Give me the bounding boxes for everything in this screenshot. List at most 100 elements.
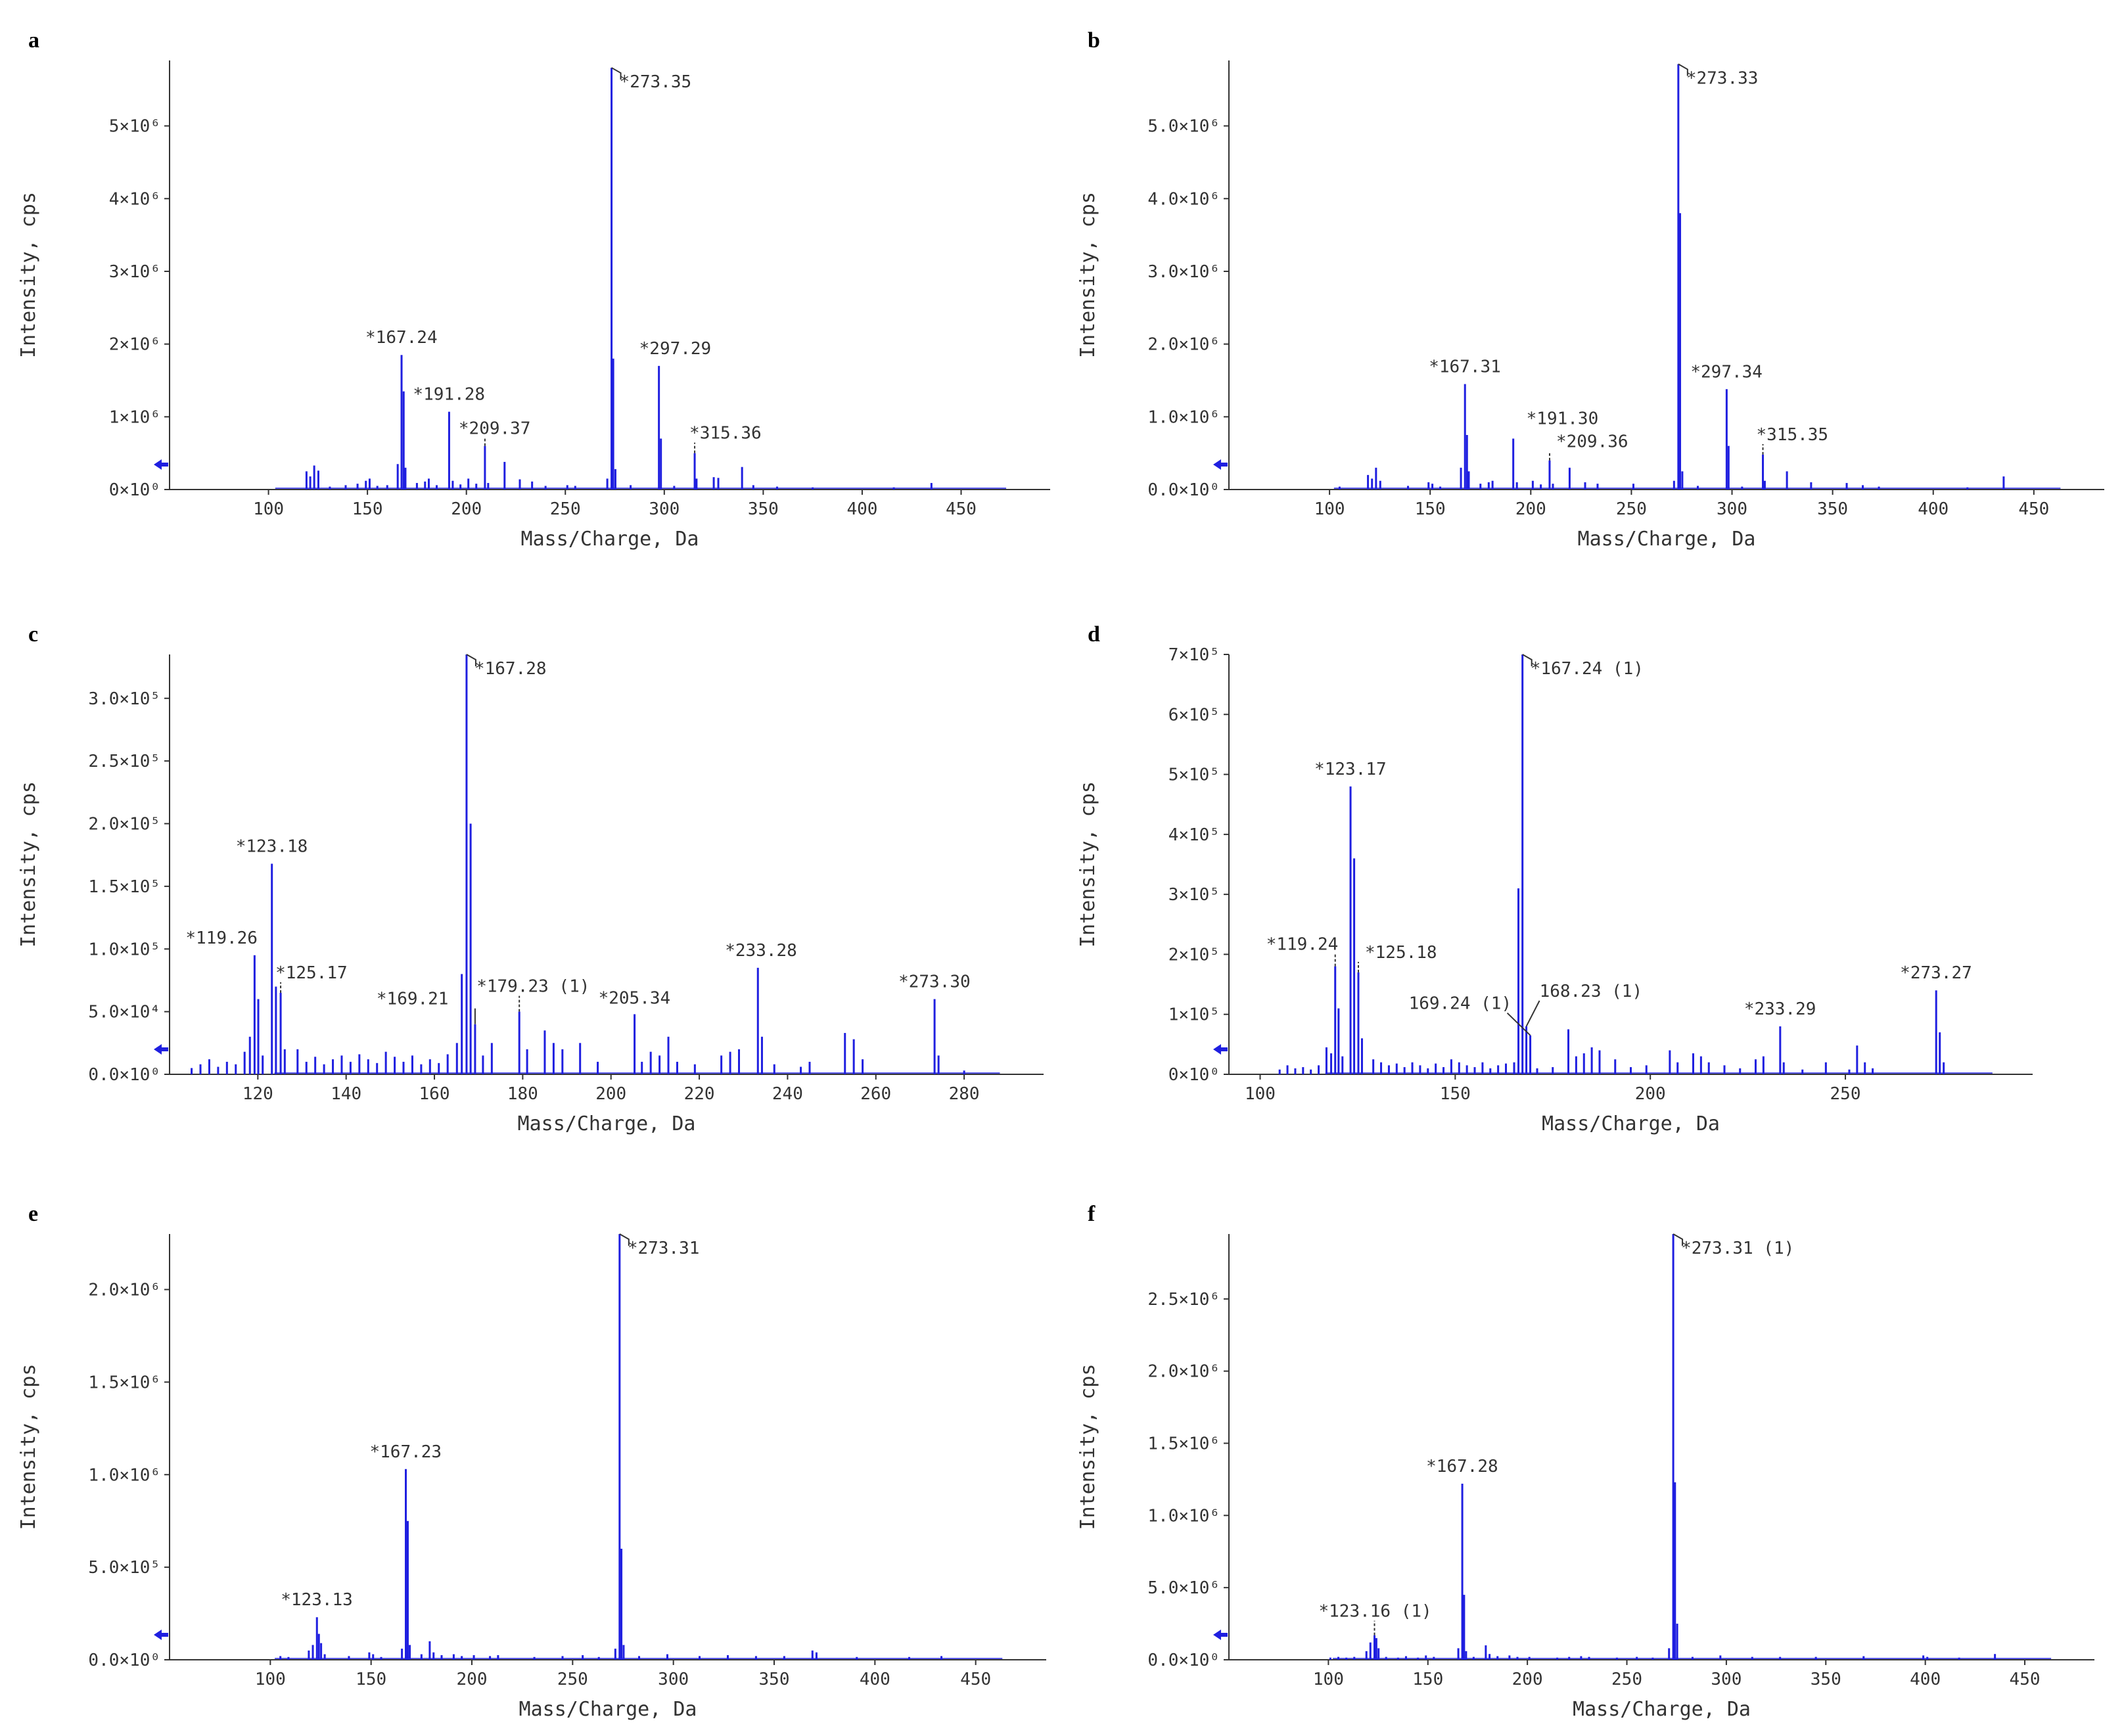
x-tick-label: 350 xyxy=(1817,499,1848,519)
x-tick-label: 200 xyxy=(457,1670,488,1689)
baseline-arrow-icon xyxy=(1213,459,1228,470)
x-tick-label: 450 xyxy=(946,499,977,519)
peak-label: *273.31 xyxy=(628,1239,700,1258)
baseline-arrow-icon xyxy=(154,459,168,470)
y-axis-label: Intensity, cps xyxy=(1076,1364,1099,1530)
panel-c: c 120 140 160 180 200 220 240 260 280 0.0×10⁰ 5.0×1… xyxy=(17,622,1044,1135)
x-tick-label: 100 xyxy=(253,499,284,519)
y-tick-label: 0.0×10⁰ xyxy=(1147,480,1220,500)
x-axis-label: Mass/Charge, Da xyxy=(521,528,699,551)
x-tick-label: 100 xyxy=(1313,1670,1344,1689)
peak-label: *273.35 xyxy=(620,72,692,92)
y-tick-label: 1.0×10⁶ xyxy=(1147,1506,1220,1526)
y-tick-label: 0.0×10⁰ xyxy=(88,1651,160,1670)
x-axis-label: Mass/Charge, Da xyxy=(519,1698,697,1721)
y-axis-label: Intensity, cps xyxy=(1076,192,1099,358)
y-tick-label: 0.0×10⁰ xyxy=(1147,1651,1220,1670)
x-tick-label: 400 xyxy=(1910,1670,1941,1689)
baseline-arrow-icon xyxy=(154,1044,168,1055)
y-tick-label: 1.0×10⁶ xyxy=(88,1465,160,1485)
peak-series xyxy=(275,68,1006,490)
peak-label: *169.21 xyxy=(377,990,449,1009)
x-tick-label: 150 xyxy=(352,499,383,519)
peak-label: *191.28 xyxy=(413,385,485,405)
x-tick-label: 400 xyxy=(846,499,877,519)
x-tick-label: 100 xyxy=(255,1670,286,1689)
y-tick-label: 6×10⁵ xyxy=(1168,705,1220,725)
peak-label: *125.18 xyxy=(1365,943,1437,963)
y-axis-label: Intensity, cps xyxy=(17,1364,40,1530)
peak-label: 168.23 (1) xyxy=(1540,982,1643,1001)
peak-label: *119.24 xyxy=(1266,935,1339,955)
x-tick-label: 220 xyxy=(684,1084,715,1104)
y-axis-label: Intensity, cps xyxy=(17,192,40,358)
panel-b: b 100 150 200 250 300 350 400 450 0.0×10⁰ 1.0×10⁶ 2… xyxy=(1076,28,2104,551)
peak-label: *297.34 xyxy=(1690,362,1763,382)
y-tick-label: 4×10⁵ xyxy=(1168,825,1220,845)
panel-letter: e xyxy=(28,1202,38,1226)
x-tick-label: 250 xyxy=(557,1670,588,1689)
y-tick-label: 3×10⁶ xyxy=(109,262,160,282)
peak-series xyxy=(1333,64,2061,490)
y-tick-label: 5.0×10⁵ xyxy=(88,1558,160,1578)
y-tick-label: 1.5×10⁵ xyxy=(88,877,160,897)
x-tick-label: 160 xyxy=(419,1084,450,1104)
y-tick-label: 2.0×10⁶ xyxy=(1147,335,1220,355)
peak-label: *205.34 xyxy=(599,988,671,1008)
panel-f: f 100 150 200 250 300 350 400 450 0.0×10⁰ 5.0×10⁶ 1… xyxy=(1076,1202,2094,1721)
peak-label: *273.31 (1) xyxy=(1681,1239,1794,1258)
peak-series xyxy=(275,1234,1003,1660)
panel-letter: c xyxy=(28,622,38,647)
y-tick-label: 2.0×10⁶ xyxy=(1147,1362,1220,1382)
x-tick-label: 300 xyxy=(1711,1670,1742,1689)
y-tick-label: 5.0×10⁶ xyxy=(1147,117,1220,137)
x-tick-label: 180 xyxy=(507,1084,538,1104)
x-tick-label: 300 xyxy=(658,1670,689,1689)
x-tick-label: 200 xyxy=(1512,1670,1543,1689)
x-tick-label: 100 xyxy=(1245,1084,1276,1104)
peak-label: *179.23 (1) xyxy=(476,977,589,997)
y-tick-label: 2.0×10⁵ xyxy=(88,815,160,834)
x-tick-label: 280 xyxy=(949,1084,980,1104)
peak-label: *167.23 xyxy=(370,1442,442,1462)
x-tick-label: 250 xyxy=(1616,499,1647,519)
peak-label: *119.26 xyxy=(185,928,258,948)
panel-letter: b xyxy=(1088,28,1100,53)
y-tick-label: 3×10⁵ xyxy=(1168,885,1220,905)
x-tick-label: 450 xyxy=(2010,1670,2041,1689)
annotation-leader xyxy=(611,67,622,80)
peak-label: 169.24 (1) xyxy=(1409,994,1512,1014)
annotation-leader xyxy=(619,1233,630,1246)
y-tick-label: 1×10⁶ xyxy=(109,407,160,427)
x-tick-label: 140 xyxy=(331,1084,361,1104)
peak-label: *209.37 xyxy=(459,419,531,439)
peak-series xyxy=(1329,1234,2052,1660)
x-tick-label: 400 xyxy=(1918,499,1949,519)
panel-letter: a xyxy=(28,28,39,53)
peak-label: *273.27 xyxy=(1900,963,1972,983)
peak-label: *123.17 xyxy=(1314,760,1387,779)
panel-e: e 100 150 200 250 300 350 400 450 0.0×10⁰ 5.0×10⁵ 1… xyxy=(17,1202,1046,1721)
x-tick-label: 200 xyxy=(1635,1084,1666,1104)
peak-label: *233.28 xyxy=(725,941,797,961)
y-tick-label: 0×10⁰ xyxy=(1168,1065,1220,1085)
peak-label: *167.31 xyxy=(1429,357,1501,377)
y-tick-label: 1.0×10⁶ xyxy=(1147,407,1220,427)
x-tick-label: 150 xyxy=(356,1670,386,1689)
y-tick-label: 5×10⁶ xyxy=(109,117,160,137)
x-tick-label: 350 xyxy=(748,499,779,519)
panel-letter: d xyxy=(1088,622,1100,647)
peak-label: *125.17 xyxy=(275,963,348,983)
annotation-leader xyxy=(1506,1012,1531,1036)
peak-label: *123.18 xyxy=(236,837,308,857)
peak-label: *273.30 xyxy=(898,972,971,992)
annotation-leader xyxy=(466,654,476,666)
x-tick-label: 120 xyxy=(242,1084,273,1104)
x-tick-label: 250 xyxy=(550,499,581,519)
y-tick-label: 5×10⁵ xyxy=(1168,765,1220,785)
x-tick-label: 240 xyxy=(772,1084,803,1104)
x-tick-label: 250 xyxy=(1830,1084,1861,1104)
x-axis-label: Mass/Charge, Da xyxy=(518,1112,696,1135)
y-tick-label: 1.5×10⁶ xyxy=(88,1373,160,1392)
x-tick-label: 450 xyxy=(960,1670,991,1689)
